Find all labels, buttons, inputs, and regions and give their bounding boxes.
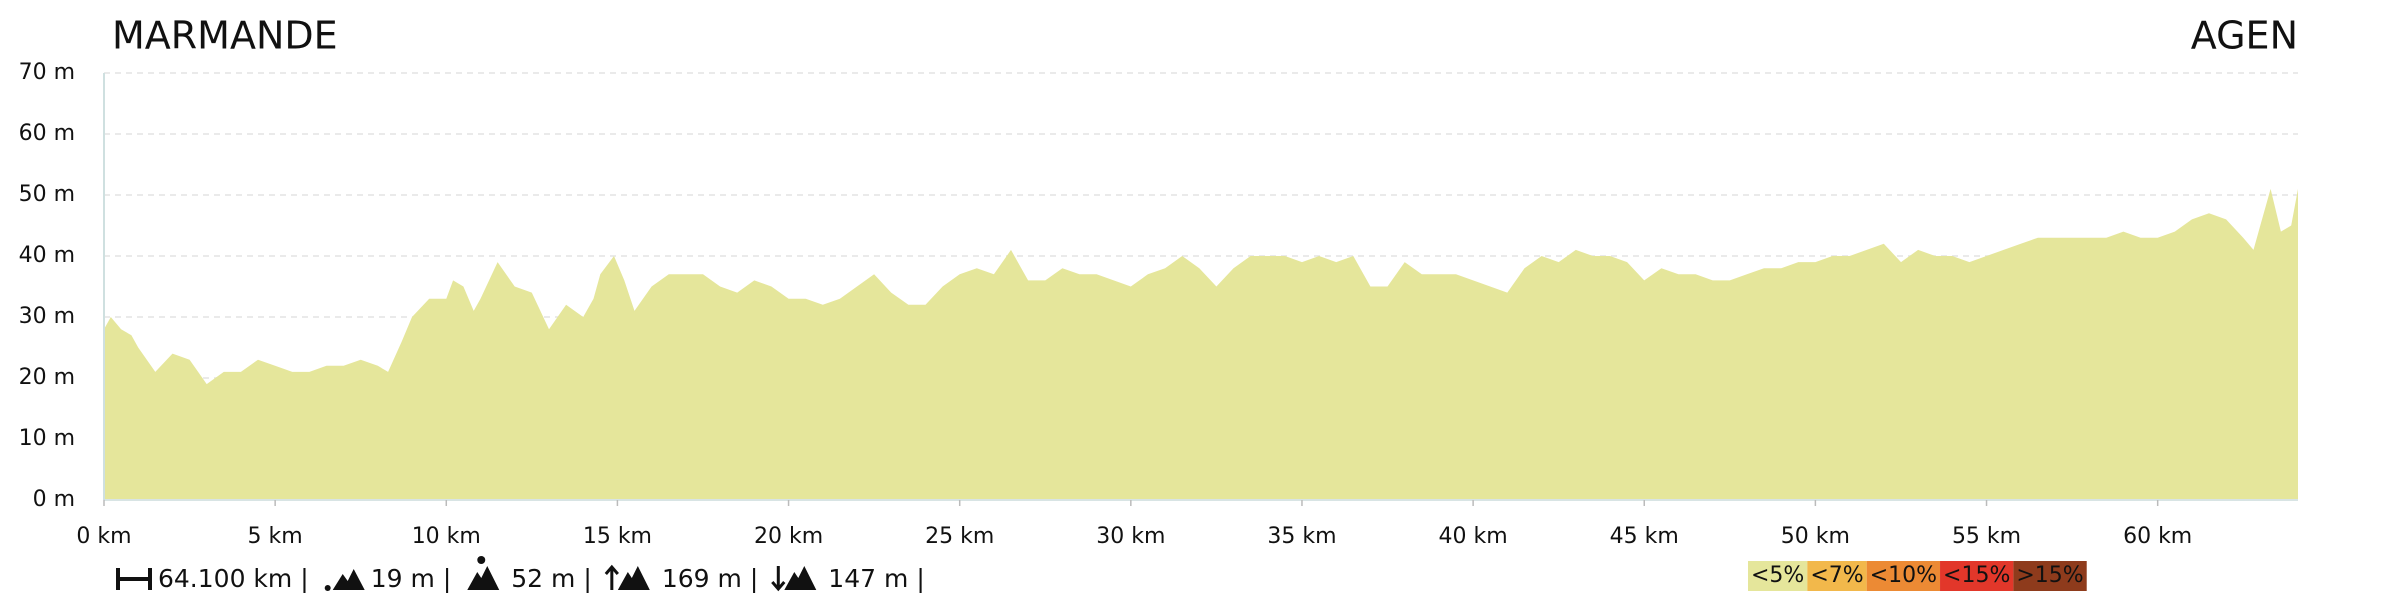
stat-separator: | <box>916 564 924 593</box>
distance-icon <box>116 568 152 590</box>
x-tick-label: 25 km <box>925 524 994 549</box>
stat-value: 147 m <box>828 564 908 593</box>
y-tick-label: 70 m <box>19 60 75 85</box>
slope-swatch <box>2013 561 2087 591</box>
x-tick-label: 50 km <box>1781 524 1850 549</box>
slope-label: <7% <box>1810 563 1863 588</box>
down-arrow <box>771 566 786 592</box>
x-tick-label: 60 km <box>2123 524 2192 549</box>
x-tick-label: 0 km <box>76 524 131 549</box>
y-tick-label: 30 m <box>19 304 75 329</box>
y-tick-label: 20 m <box>19 365 75 390</box>
mountain-icon <box>617 566 650 590</box>
elevation-area <box>104 188 2298 500</box>
slope-swatch <box>1940 561 2014 591</box>
stat-separator: | <box>300 564 308 593</box>
min-dot <box>324 585 331 591</box>
x-tick-label: 45 km <box>1610 524 1679 549</box>
slope-label: <5% <box>1751 563 1804 588</box>
y-tick-label: 40 m <box>19 243 75 268</box>
end-label: AGEN <box>2191 14 2298 58</box>
x-tick-label: 20 km <box>754 524 823 549</box>
slope-swatch <box>1807 561 1867 591</box>
slope-swatch <box>1866 561 1941 591</box>
stat-value: 19 m <box>371 564 435 593</box>
slope-label: <15% <box>1943 563 2010 588</box>
mountain-icon <box>467 566 500 590</box>
y-tick-label: 50 m <box>19 182 75 207</box>
x-tick-label: 10 km <box>412 524 481 549</box>
mountain-icon <box>332 569 365 590</box>
up-arrow <box>604 564 619 590</box>
stat-value: 52 m <box>511 564 575 593</box>
stat-separator: | <box>583 564 591 593</box>
stat-separator: | <box>750 564 758 593</box>
start-label: MARMANDE <box>112 14 338 58</box>
slope-label: <10% <box>1870 563 1937 588</box>
stats: 64.100 km | 19 m | 52 m | 169 m | 147 m | <box>116 556 925 593</box>
x-tick-label: 55 km <box>1952 524 2021 549</box>
y-tick-label: 60 m <box>19 121 75 146</box>
y-tick-label: 0 m <box>33 487 75 512</box>
x-tick-label: 30 km <box>1096 524 1165 549</box>
y-tick-label: 10 m <box>19 426 75 451</box>
x-tick-label: 15 km <box>583 524 652 549</box>
x-tick-label: 35 km <box>1267 524 1336 549</box>
x-tick-label: 40 km <box>1439 524 1508 549</box>
max-dot <box>477 556 486 564</box>
slope-label: >15% <box>2016 563 2083 588</box>
stat-separator: | <box>443 564 451 593</box>
slope-swatch <box>1748 561 1808 591</box>
stat-value: 64.100 km <box>158 564 292 593</box>
mountain-icon <box>784 566 817 590</box>
stat-value: 169 m <box>662 564 742 593</box>
x-tick-label: 5 km <box>248 524 303 549</box>
